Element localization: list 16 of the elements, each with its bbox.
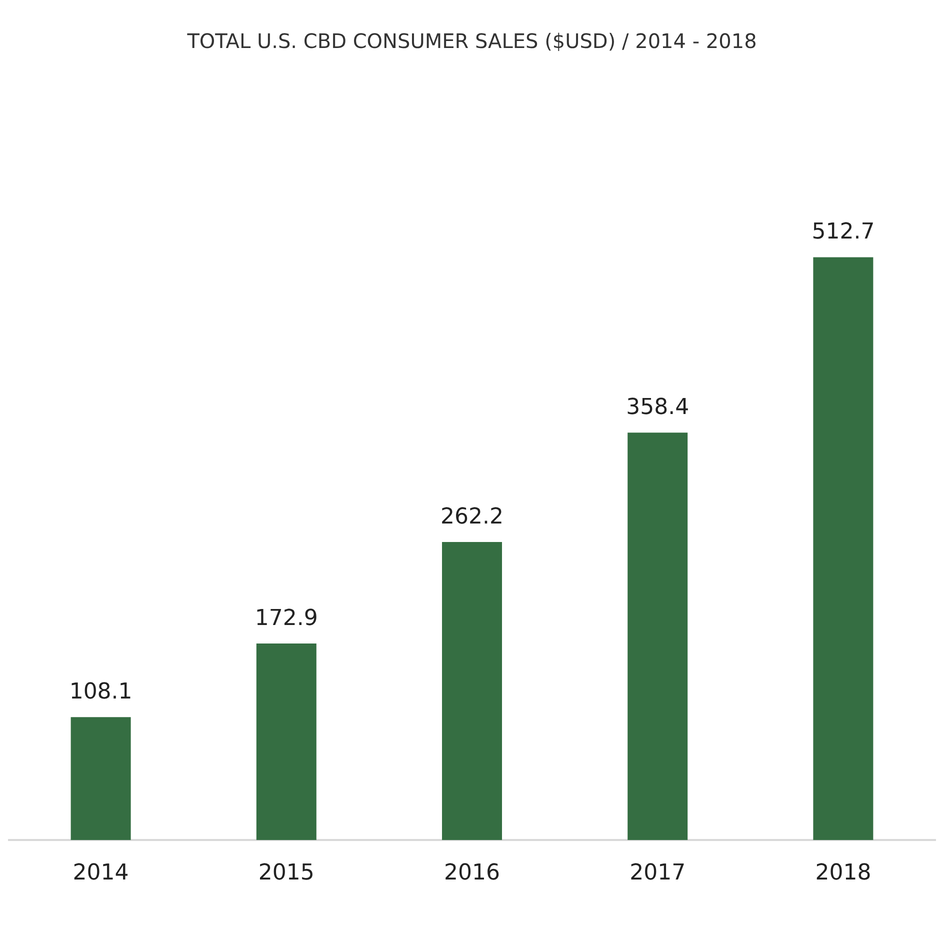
bar — [256, 643, 316, 840]
chart-title: TOTAL U.S. CBD CONSUMER SALES ($USD) / 2014 - 2018 — [186, 29, 757, 53]
bar — [442, 542, 502, 840]
data-label: 358.4 — [626, 395, 690, 420]
data-label: 172.9 — [254, 606, 318, 631]
x-tick-label: 2016 — [444, 860, 500, 886]
x-tick-label: 2018 — [815, 860, 872, 886]
x-tick-label: 2014 — [72, 860, 129, 886]
data-label: 262.2 — [440, 504, 504, 530]
x-tick-label: 2017 — [630, 860, 686, 886]
data-label: 512.7 — [812, 220, 875, 245]
bar — [813, 257, 874, 840]
bar — [628, 432, 688, 840]
bar — [70, 717, 131, 840]
x-tick-label: 2015 — [258, 860, 314, 886]
data-label: 108.1 — [69, 680, 132, 705]
